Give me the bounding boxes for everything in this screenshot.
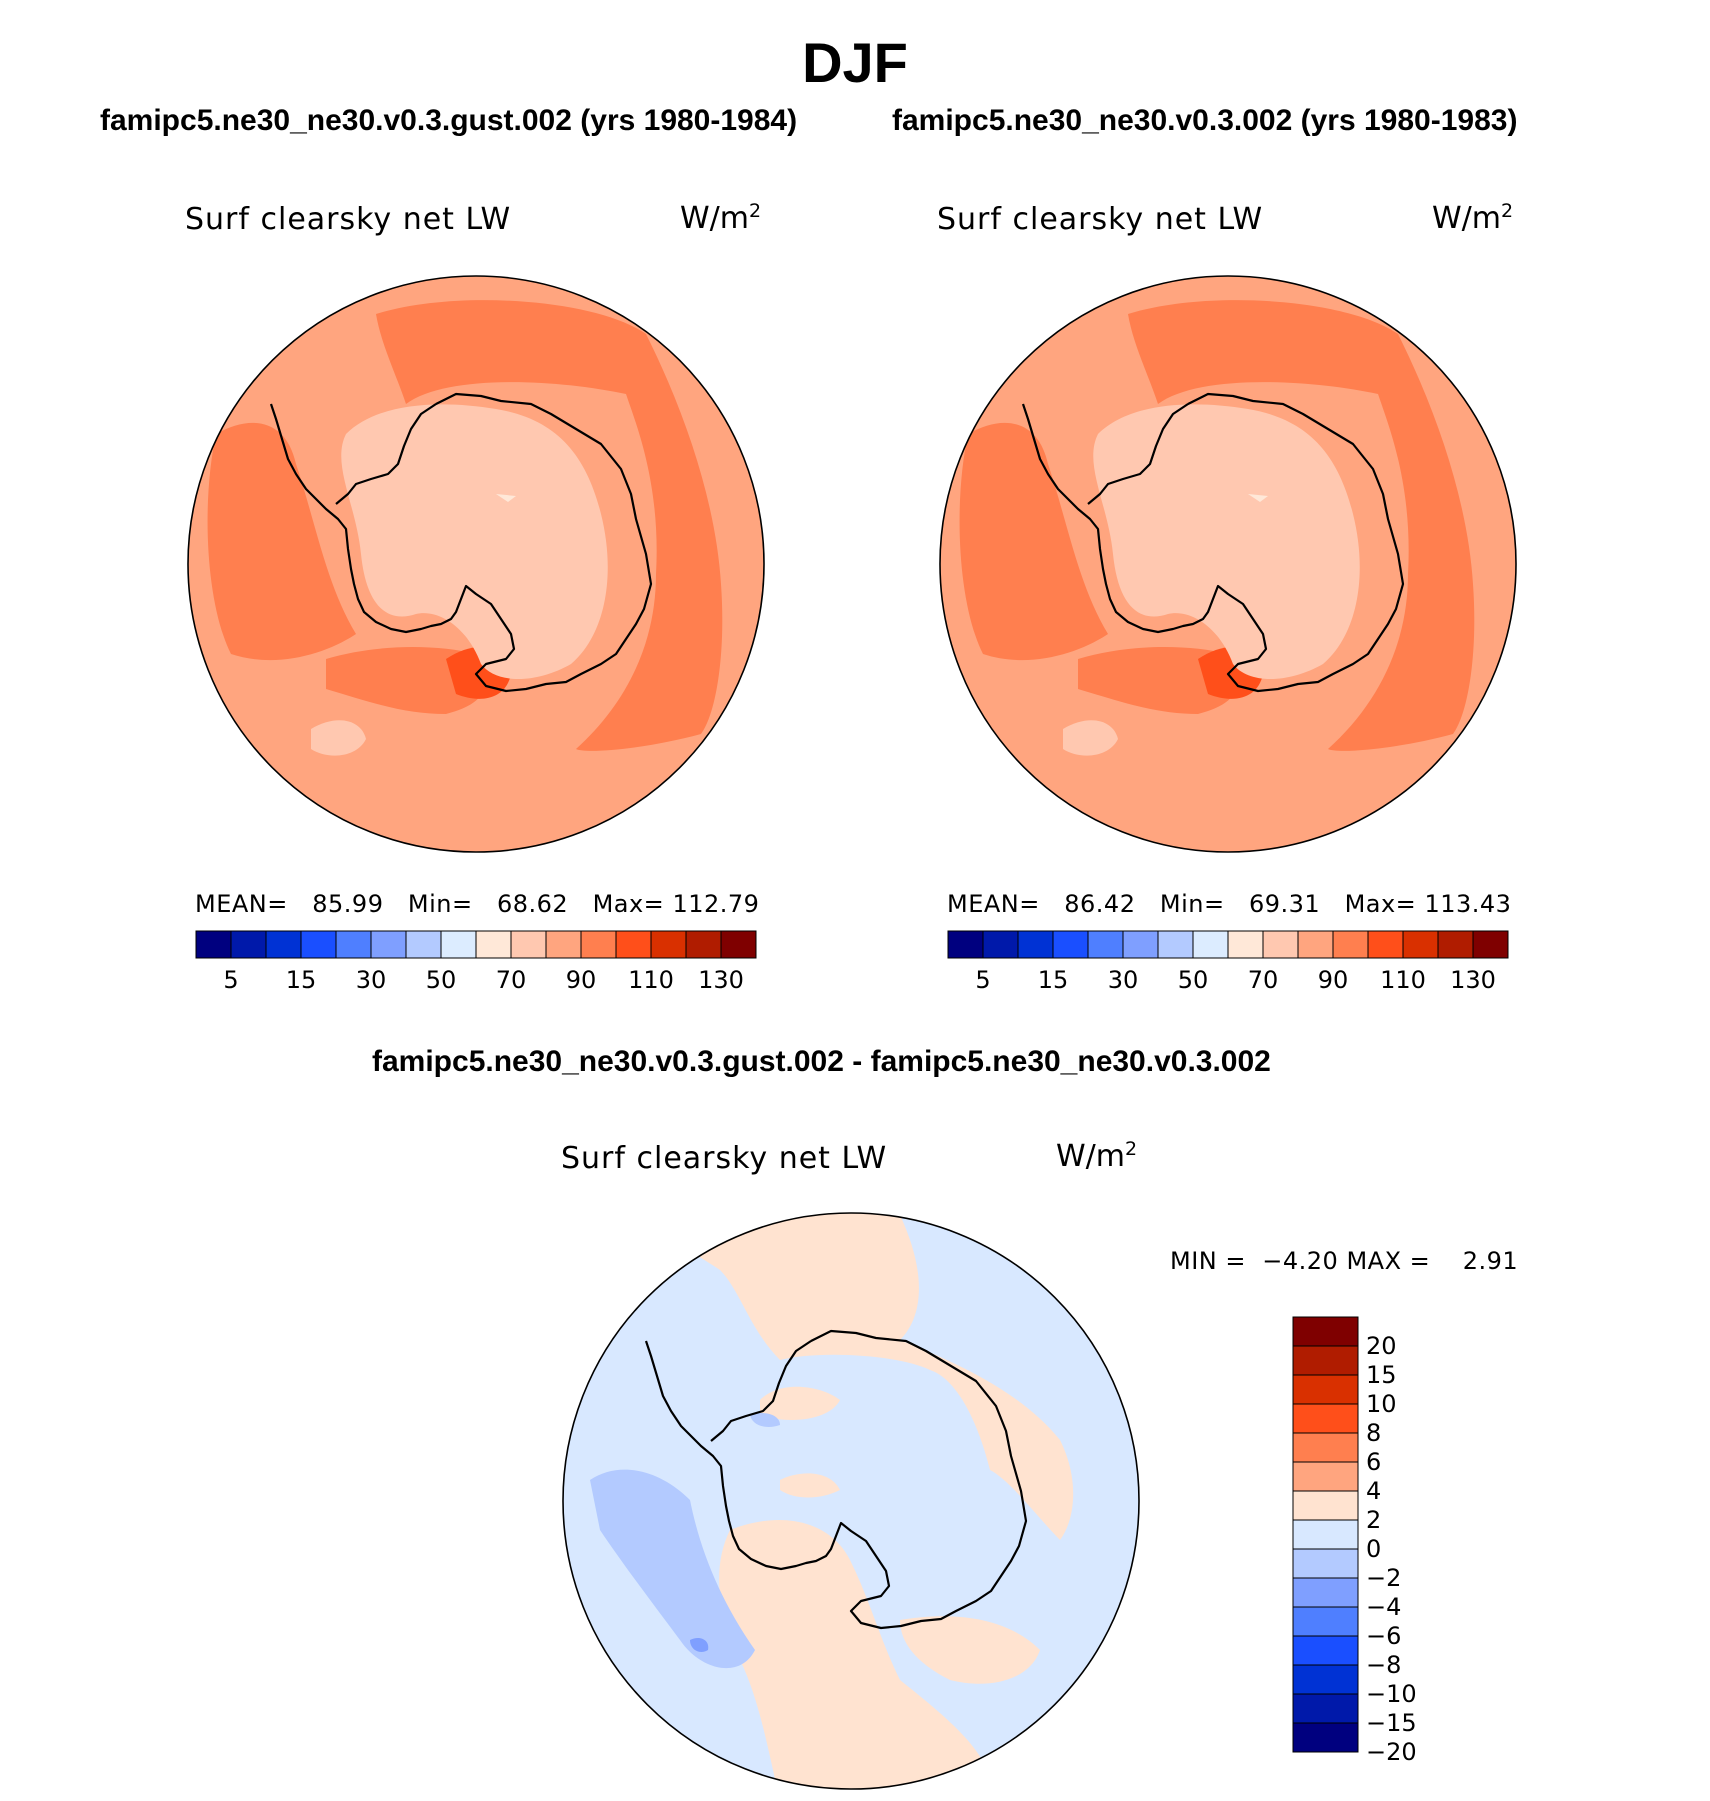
- test-colorbar-cell: [265, 930, 302, 959]
- diff-colorbar-cell: [1292, 1693, 1359, 1724]
- control-colorbar-cell: [1367, 930, 1404, 959]
- diff-colorbar-tick-label: −10: [1366, 1680, 1417, 1708]
- diff-colorbar-tick-label: −20: [1366, 1738, 1417, 1766]
- control-colorbar-cell: [1402, 930, 1439, 959]
- diff-colorbar-tick-label: −4: [1366, 1593, 1402, 1621]
- control-case-title: famipc5.ne30_ne30.v0.3.002 (yrs 1980-198…: [892, 104, 1518, 137]
- control-colorbar-cell: [1332, 930, 1369, 959]
- control-colorbar-cell: [1087, 930, 1124, 959]
- diff-colorbar-tick-label: 20: [1366, 1332, 1397, 1360]
- diff-colorbar-cell: [1292, 1316, 1359, 1347]
- control-colorbar-cell: [1192, 930, 1229, 959]
- diff-colorbar-tick-label: −15: [1366, 1709, 1417, 1737]
- diff-colorbar: [1292, 1316, 1359, 1753]
- test-colorbar-tick-label: 30: [355, 966, 387, 994]
- control-colorbar-cell: [1227, 930, 1264, 959]
- control-colorbar: [947, 930, 1509, 959]
- test-colorbar-cell: [405, 930, 442, 959]
- diff-colorbar-tick-label: 10: [1366, 1390, 1397, 1418]
- control-colorbar-cell: [1122, 930, 1159, 959]
- diff-variable-name: Surf clearsky net LW: [561, 1141, 888, 1176]
- control-variable-name: Surf clearsky net LW: [937, 202, 1264, 237]
- diff-units: W/m2: [1056, 1138, 1138, 1174]
- diff-colorbar-cell: [1292, 1635, 1359, 1666]
- diff-colorbar-cell: [1292, 1519, 1359, 1550]
- test-units: W/m2: [680, 200, 762, 236]
- control-stats: MEAN= 86.42 Min= 69.31 Max= 113.43: [947, 890, 1512, 918]
- difference-title: famipc5.ne30_ne30.v0.3.gust.002 - famipc…: [372, 1045, 1271, 1078]
- control-colorbar-cell: [1017, 930, 1054, 959]
- diff-colorbar-tick-label: 15: [1366, 1361, 1397, 1389]
- diff-colorbar-cell: [1292, 1548, 1359, 1579]
- diff-stats: MIN = −4.20 MAX = 2.91: [1170, 1247, 1519, 1275]
- test-colorbar-cell: [510, 930, 547, 959]
- test-colorbar-cell: [300, 930, 337, 959]
- test-colorbar: [195, 930, 757, 959]
- test-colorbar-cell: [475, 930, 512, 959]
- control-colorbar-tick-label: 70: [1247, 966, 1279, 994]
- test-stats: MEAN= 85.99 Min= 68.62 Max= 112.79: [195, 890, 760, 918]
- test-colorbar-cell: [335, 930, 372, 959]
- control-colorbar-cell: [947, 930, 984, 959]
- test-colorbar-tick-label: 5: [223, 966, 239, 994]
- test-map: [187, 275, 765, 853]
- control-colorbar-cell: [1472, 930, 1509, 959]
- control-map: [939, 275, 1517, 853]
- test-colorbar-tick-label: 130: [698, 966, 744, 994]
- diff-colorbar-cell: [1292, 1664, 1359, 1695]
- test-case-title: famipc5.ne30_ne30.v0.3.gust.002 (yrs 198…: [100, 104, 798, 137]
- control-colorbar-tick-label: 30: [1107, 966, 1139, 994]
- diff-colorbar-cell: [1292, 1432, 1359, 1463]
- diff-colorbar-tick-label: 6: [1366, 1448, 1382, 1476]
- control-colorbar-tick-label: 110: [1380, 966, 1426, 994]
- diff-colorbar-tick-label: 8: [1366, 1419, 1382, 1447]
- diff-colorbar-cell: [1292, 1403, 1359, 1434]
- diff-colorbar-tick-label: −2: [1366, 1564, 1402, 1592]
- test-variable-name: Surf clearsky net LW: [185, 202, 512, 237]
- control-colorbar-tick-label: 130: [1450, 966, 1496, 994]
- control-colorbar-cell: [982, 930, 1019, 959]
- test-colorbar-tick-label: 110: [628, 966, 674, 994]
- season-title: DJF: [802, 31, 908, 94]
- test-colorbar-cell: [720, 930, 757, 959]
- control-colorbar-tick-label: 5: [975, 966, 991, 994]
- diff-colorbar-cell: [1292, 1577, 1359, 1608]
- test-colorbar-cell: [650, 930, 687, 959]
- test-colorbar-tick-label: 50: [425, 966, 457, 994]
- diff-colorbar-cell: [1292, 1345, 1359, 1376]
- diff-colorbar-tick-label: −8: [1366, 1651, 1402, 1679]
- diff-colorbar-cell: [1292, 1374, 1359, 1405]
- diff-colorbar-cell: [1292, 1490, 1359, 1521]
- test-colorbar-cell: [230, 930, 267, 959]
- test-colorbar-tick-label: 15: [285, 966, 317, 994]
- diff-colorbar-cell: [1292, 1722, 1359, 1753]
- control-colorbar-cell: [1052, 930, 1089, 959]
- test-colorbar-tick-label: 70: [495, 966, 527, 994]
- test-colorbar-cell: [545, 930, 582, 959]
- test-colorbar-cell: [370, 930, 407, 959]
- control-units: W/m2: [1432, 200, 1514, 236]
- test-colorbar-tick-label: 90: [565, 966, 597, 994]
- diff-colorbar-tick-label: −6: [1366, 1622, 1402, 1650]
- control-colorbar-cell: [1262, 930, 1299, 959]
- control-colorbar-cell: [1437, 930, 1474, 959]
- test-colorbar-cell: [685, 930, 722, 959]
- test-colorbar-cell: [440, 930, 477, 959]
- diff-colorbar-tick-label: 0: [1366, 1535, 1382, 1563]
- control-colorbar-tick-label: 15: [1037, 966, 1069, 994]
- control-colorbar-cell: [1157, 930, 1194, 959]
- control-colorbar-cell: [1297, 930, 1334, 959]
- test-colorbar-cell: [615, 930, 652, 959]
- difference-map: [562, 1212, 1140, 1790]
- diff-colorbar-cell: [1292, 1461, 1359, 1492]
- control-colorbar-tick-label: 90: [1317, 966, 1349, 994]
- control-colorbar-tick-label: 50: [1177, 966, 1209, 994]
- diff-colorbar-tick-label: 4: [1366, 1477, 1382, 1505]
- diff-colorbar-tick-label: 2: [1366, 1506, 1382, 1534]
- diff-colorbar-cell: [1292, 1606, 1359, 1637]
- test-colorbar-cell: [580, 930, 617, 959]
- test-colorbar-cell: [195, 930, 232, 959]
